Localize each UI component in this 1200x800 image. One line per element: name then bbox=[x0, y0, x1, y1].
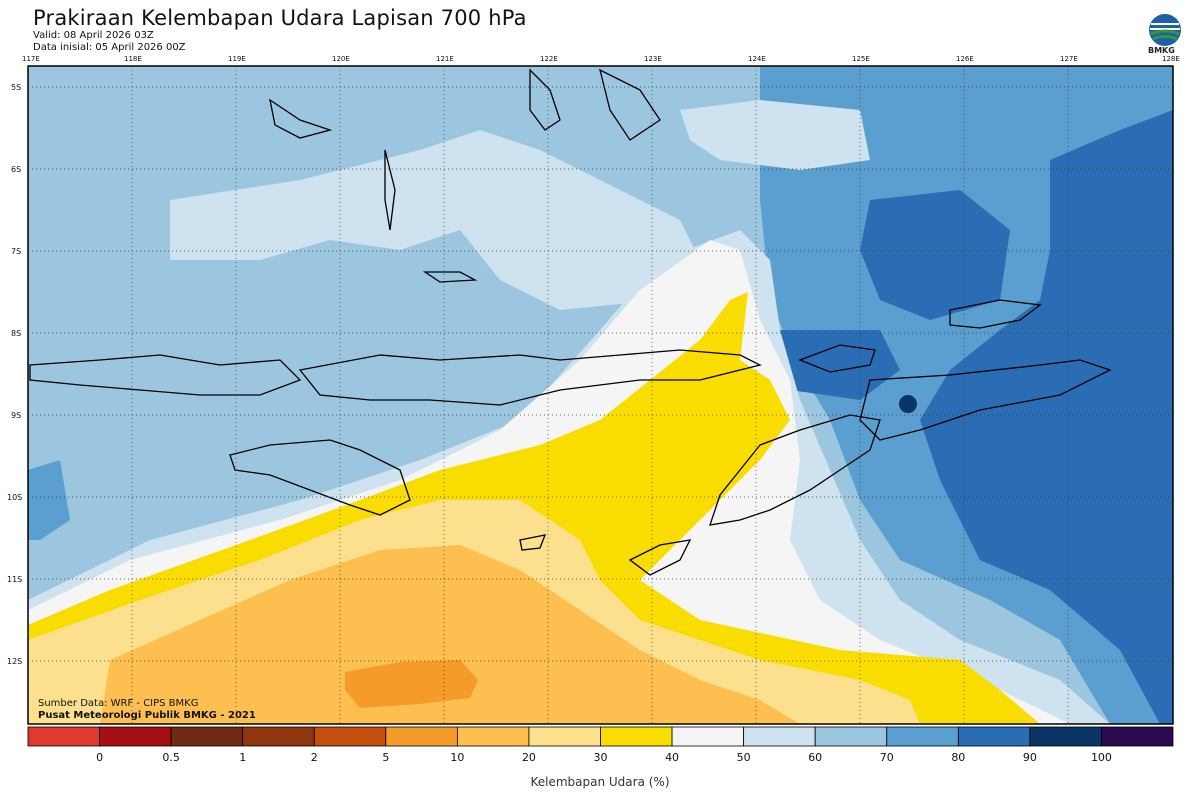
colorbar-swatch bbox=[743, 726, 816, 747]
colorbar-swatch bbox=[1101, 726, 1174, 747]
colorbar-swatch bbox=[957, 726, 1031, 747]
lat-label: 12S bbox=[7, 657, 22, 666]
lon-label: 117E bbox=[22, 55, 40, 63]
lon-label: 124E bbox=[748, 55, 766, 63]
lon-label: 121E bbox=[436, 55, 454, 63]
humidity-field bbox=[28, 66, 1173, 724]
lon-label: 126E bbox=[956, 55, 974, 63]
colorbar-swatch bbox=[600, 726, 673, 747]
colorbar-tick-label: 30 bbox=[594, 751, 608, 764]
colorbar-title: Kelembapan Udara (%) bbox=[530, 775, 670, 789]
colorbar-tick-label: 0 bbox=[96, 751, 103, 764]
colorbar-tick-label: 40 bbox=[665, 751, 679, 764]
colorbar-swatch bbox=[313, 726, 387, 747]
lon-label: 125E bbox=[852, 55, 870, 63]
latitude-labels: 5S 6S 7S 8S 9S 10S 11S 12S bbox=[7, 83, 22, 666]
colorbar-tick-label: 2 bbox=[311, 751, 318, 764]
longitude-labels: 117E 118E 119E 120E 121E 122E 123E 124E … bbox=[22, 55, 1180, 63]
colorbar-swatch bbox=[27, 726, 100, 747]
coastlines bbox=[29, 68, 1112, 576]
colorbar-tick-label: 100 bbox=[1091, 751, 1112, 764]
colorbar-tick-label: 10 bbox=[450, 751, 464, 764]
valid-time: Valid: 08 April 2026 03Z bbox=[33, 30, 154, 41]
logo-text: BMKG bbox=[1148, 46, 1175, 55]
colorbar-swatch bbox=[242, 726, 315, 747]
lat-label: 6S bbox=[11, 165, 21, 174]
colorbar-tick-label: 70 bbox=[880, 751, 894, 764]
map-frame bbox=[27, 65, 1174, 725]
lon-label: 119E bbox=[228, 55, 246, 63]
colorbar-swatch bbox=[456, 726, 530, 747]
lon-label: 127E bbox=[1060, 55, 1078, 63]
colorbar-tick-label: 0.5 bbox=[162, 751, 180, 764]
colorbar-tick-label: 60 bbox=[808, 751, 822, 764]
colorbar-swatch bbox=[1029, 726, 1102, 747]
lat-label: 10S bbox=[7, 493, 22, 502]
colorbar-swatch bbox=[99, 726, 172, 747]
colorbar-tick-label: 20 bbox=[522, 751, 536, 764]
colorbar-tick-label: 50 bbox=[737, 751, 751, 764]
colorbar-swatch bbox=[170, 726, 244, 747]
lat-label: 7S bbox=[11, 247, 21, 256]
colorbar-tick-label: 1 bbox=[239, 751, 246, 764]
initial-data-time: Data inisial: 05 April 2026 00Z bbox=[33, 42, 186, 53]
bmkg-logo-icon bbox=[1149, 14, 1181, 46]
lat-label: 11S bbox=[7, 575, 22, 584]
colorbar-swatch bbox=[528, 726, 601, 747]
lon-label: 118E bbox=[124, 55, 142, 63]
graticule bbox=[28, 66, 1173, 724]
lon-label: 122E bbox=[540, 55, 558, 63]
colorbar-tick-label: 80 bbox=[951, 751, 965, 764]
colorbar-swatch bbox=[385, 726, 458, 747]
lat-label: 9S bbox=[11, 411, 21, 420]
colorbar-tick-label: 5 bbox=[382, 751, 389, 764]
lon-label: 120E bbox=[332, 55, 350, 63]
colorbar-tick-label: 90 bbox=[1023, 751, 1037, 764]
organization-credit: Pusat Meteorologi Publik BMKG - 2021 bbox=[38, 710, 256, 721]
data-source: Sumber Data: WRF - CIPS BMKG bbox=[38, 698, 199, 709]
lat-label: 5S bbox=[11, 83, 21, 92]
map-title: Prakiraan Kelembapan Udara Lapisan 700 h… bbox=[33, 6, 527, 30]
lon-label: 128E bbox=[1162, 55, 1180, 63]
colorbar-swatch bbox=[886, 726, 959, 747]
lat-label: 8S bbox=[11, 329, 21, 338]
lon-label: 123E bbox=[644, 55, 662, 63]
colorbar-swatch bbox=[814, 726, 888, 747]
colorbar-swatch bbox=[671, 726, 745, 747]
